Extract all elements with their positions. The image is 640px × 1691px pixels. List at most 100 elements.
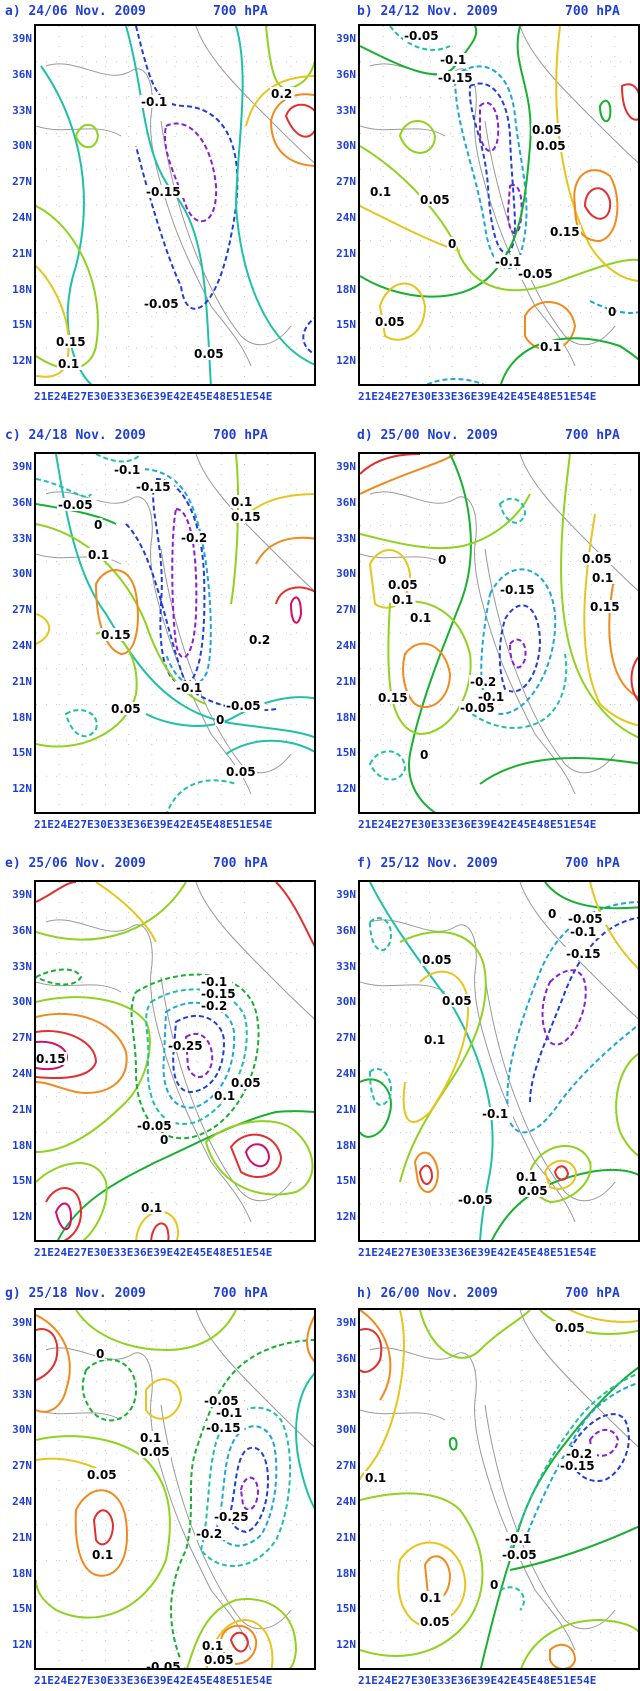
panel-title: d) 25/00 Nov. 2009 700 hPA	[357, 428, 620, 443]
lat-tick-label: 15N	[336, 318, 356, 332]
contour-label: 0.15	[36, 1052, 66, 1066]
contour-map: 00.050.10.1-0.150.050.10.15-0.20.15 -0.1-…	[360, 454, 638, 812]
contour-label-bg	[91, 1548, 116, 1561]
contour-label: 0.05	[536, 139, 566, 153]
contour-line	[524, 1382, 638, 1541]
contour-label-bg	[499, 583, 539, 596]
contour-line	[543, 1159, 578, 1190]
contour-line	[186, 1598, 298, 1668]
contour-label-bg	[403, 29, 443, 42]
lat-tick-label: 21N	[336, 1102, 356, 1116]
lat-tick-label: 15N	[12, 746, 32, 760]
contour-label: 0	[438, 553, 446, 567]
lat-tick-label: 12N	[336, 1638, 356, 1652]
contour-label-bg	[515, 1170, 540, 1183]
contour-line	[36, 882, 187, 941]
contour-label-bg	[203, 1653, 235, 1666]
lat-tick-label: 33N	[336, 531, 356, 545]
contour-line	[135, 1210, 180, 1240]
map-frame-f: 0 -0.05 -0.1 -0.15 0.05 0.05 0.1 -0.1 0.1 0.05 -0.…	[358, 880, 640, 1242]
contour-label: -0.1	[505, 1532, 531, 1546]
contour-label: 0.05	[226, 765, 256, 779]
contour-label: 0.1	[58, 357, 79, 371]
contour-label-bg	[270, 87, 295, 100]
contour-line	[164, 122, 218, 223]
contour-line	[541, 969, 587, 1046]
contour-line	[498, 497, 527, 524]
contour-label: -0.2	[181, 531, 207, 545]
lat-tick-label: 33N	[336, 103, 356, 117]
contour-line	[172, 1015, 226, 1094]
contour-line	[204, 1120, 314, 1196]
lon-tick-labels: 21E24E27E30E33E36E39E42E45E48E51E54E	[358, 818, 597, 831]
contour-label: 0.15	[56, 335, 86, 349]
contour-map: -0.05-0.1-0.150.050.050.10.050-0.1-0.050…	[360, 26, 638, 384]
contour-label-bg	[419, 1615, 451, 1628]
contour-label-bg	[213, 1089, 238, 1102]
contour-line	[479, 757, 638, 785]
contour-label: -0.15	[438, 71, 473, 85]
contour-label: 0.05	[582, 552, 612, 566]
lat-tick-label: 18N	[12, 1138, 32, 1152]
contour-map: 0 -0.05-0.1-0.150.050.050.1-0.10.10.05-0.…	[360, 882, 638, 1240]
contour-label: 0.1	[420, 1591, 441, 1605]
contour-line	[64, 709, 98, 738]
contour-label-bg	[113, 463, 145, 476]
map-frame-d: 0 0.05 0.1 0.1 -0.15 0.05 0.1 0.15 -0.2 0.15 -0.1-…	[358, 452, 640, 814]
contour-label: -0.1	[482, 1107, 508, 1121]
contour-label: -0.1	[201, 975, 227, 989]
contour-line	[57, 1110, 314, 1240]
contour-label: 0.1	[92, 1548, 113, 1562]
contour-label-bg	[387, 578, 419, 591]
contour-label: -0.1	[478, 690, 504, 704]
contour-line	[92, 1509, 115, 1546]
contour-label-bg	[201, 1639, 226, 1652]
contour-label: -0.15	[136, 480, 171, 494]
contour-line	[95, 882, 157, 943]
contour-label: 0.15	[378, 691, 408, 705]
contour-line	[289, 596, 303, 624]
lat-tick-label: 18N	[336, 282, 356, 296]
contour-label: -0.05	[58, 498, 93, 512]
contour-label-bg	[193, 347, 225, 360]
contour-label: -0.1	[440, 53, 466, 67]
contour-label: 0.05	[111, 702, 141, 716]
contour-line	[245, 75, 314, 127]
lat-tick-label: 24N	[336, 1067, 356, 1080]
contour-line	[36, 1328, 59, 1381]
lat-tick-label: 24N	[336, 1495, 356, 1508]
contour-label-bg	[539, 340, 564, 353]
contour-label-bg	[565, 1447, 597, 1460]
contour-line	[498, 604, 542, 693]
map-frame-e: -0.1 -0.15 -0.2 -0.25 0.15 0.05 0.1 -0.05 0 0.1	[34, 880, 316, 1242]
lon-tick-labels: 21E24E27E30E33E36E39E42E45E48E51E54E	[358, 390, 597, 403]
contour-line	[229, 1133, 283, 1178]
lat-tick-label: 30N	[336, 995, 356, 1009]
contour-label-bg	[581, 552, 613, 565]
contour-label: -0.2	[196, 1527, 222, 1541]
contour-label-bg	[195, 1527, 227, 1540]
contour-line	[230, 454, 240, 605]
panel-title: c) 24/18 Nov. 2009 700 hPA	[5, 428, 268, 443]
lat-tick-label: 39N	[12, 1316, 32, 1329]
contour-label: 0.05	[532, 123, 562, 137]
contour-line	[360, 1328, 383, 1373]
lat-tick-label: 18N	[336, 1138, 356, 1152]
contour-label-bg	[143, 297, 183, 310]
contour-map: -0.1-0.15-0.050-0.20.10.150.10.15 0.2-0.1…	[36, 454, 314, 812]
contour-label-bg	[517, 267, 557, 280]
contour-label: -0.05	[568, 912, 603, 926]
contour-line	[583, 187, 612, 220]
contour-line	[490, 1168, 638, 1240]
contour-label: 0.05	[231, 1076, 261, 1090]
contour-line	[402, 970, 470, 1123]
contour-label-bg	[494, 255, 526, 268]
contour-label-bg	[215, 1406, 247, 1419]
contour-label: -0.05	[518, 267, 553, 281]
contour-line	[544, 882, 638, 910]
contour-label: 0	[96, 1347, 104, 1361]
lat-tick-label: 36N	[336, 495, 356, 509]
panel-title: a) 24/06 Nov. 2009 700 hPA	[5, 4, 268, 19]
lat-tick-label: 30N	[336, 567, 356, 581]
contour-label-bg	[559, 1459, 599, 1472]
